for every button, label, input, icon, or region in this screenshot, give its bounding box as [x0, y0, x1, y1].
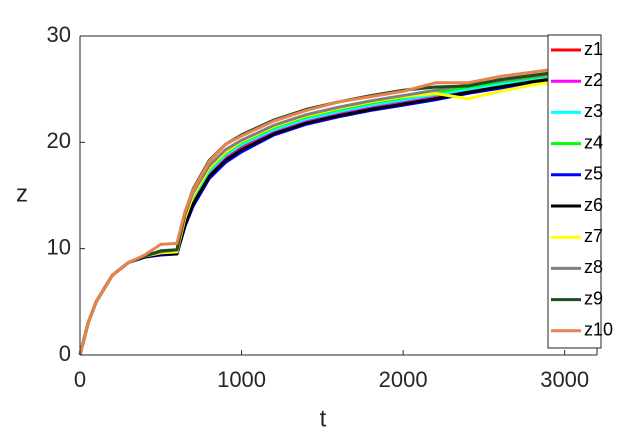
- legend-label: z4: [584, 132, 603, 152]
- legend-label: z2: [584, 70, 603, 90]
- x-axis-label: t: [320, 405, 327, 432]
- legend-label: z6: [584, 195, 603, 215]
- x-tick-label: 2000: [379, 367, 428, 392]
- y-tick-label: 10: [47, 234, 71, 259]
- legend-label: z3: [584, 101, 603, 121]
- x-tick-label: 3000: [540, 367, 589, 392]
- y-tick-label: 0: [59, 341, 71, 366]
- y-axis-label: z: [16, 180, 28, 207]
- x-tick-label: 0: [74, 367, 86, 392]
- legend-label: z8: [584, 257, 603, 277]
- legend-label: z1: [584, 39, 603, 59]
- legend-label: z7: [584, 226, 603, 246]
- legend-label: z9: [584, 288, 603, 308]
- y-tick-label: 20: [47, 128, 71, 153]
- x-tick-label: 1000: [217, 367, 266, 392]
- series-line: [78, 66, 565, 356]
- y-tick-label: 30: [47, 22, 71, 47]
- legend-label: z10: [584, 320, 613, 340]
- legend-label: z5: [584, 164, 603, 184]
- legend-box: [547, 34, 602, 349]
